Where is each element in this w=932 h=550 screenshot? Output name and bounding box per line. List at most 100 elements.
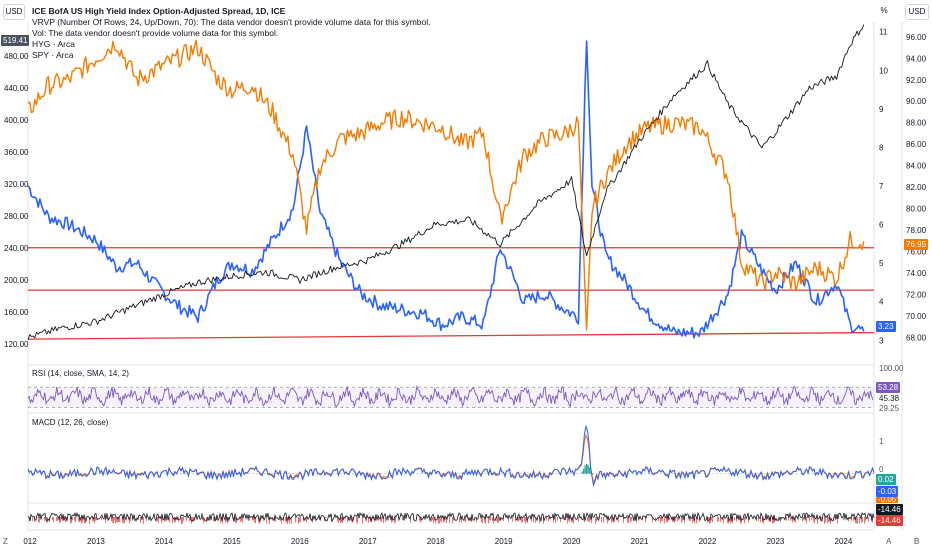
main-title[interactable]: ICE BofA US High Yield Index Option-Adju… [32, 6, 286, 16]
osc-bar [181, 517, 182, 524]
osc-bar [164, 517, 165, 523]
osc-bar [825, 517, 826, 523]
rsi-axis-top: 100.00 [879, 364, 904, 373]
osc-bar [689, 517, 690, 521]
osc-bar [718, 517, 719, 522]
osc-bar [300, 517, 301, 523]
osc-bar [101, 517, 102, 521]
osc-bar [553, 517, 554, 523]
price-axes: 480.00440.00400.00360.00320.00280.00240.… [4, 28, 927, 349]
hyg-last-price-tag: 76.95 [904, 239, 929, 250]
osc-bar [677, 517, 678, 522]
osc-bar [488, 517, 489, 524]
osc-bar [811, 517, 812, 521]
osc-bar [560, 517, 561, 522]
osc-bar [391, 517, 392, 523]
osc-bar [291, 517, 292, 524]
rsi-axis-bottom: 29.25 [879, 404, 900, 413]
time-axis: 012 2013 2014 2015 2016 2017 2018 2019 2020 2021 2… [23, 537, 853, 546]
osc-bar [595, 517, 596, 524]
osc-bar [115, 517, 116, 524]
macd-line-tag: -0.03 [876, 486, 899, 497]
osc-bar [868, 517, 869, 522]
rsi-legend[interactable]: RSI (14, close, SMA, 14, 2) [32, 369, 129, 378]
left-axis-tick-2: 400.00 [4, 116, 29, 125]
osc-bar [385, 517, 386, 523]
osc-bar [438, 517, 439, 524]
legend-spy[interactable]: SPY · Arca [32, 50, 74, 60]
osc-bar [220, 517, 221, 523]
macd-legend[interactable]: MACD (12, 26, close) [32, 418, 109, 427]
osc-bar [468, 517, 469, 521]
osc-bar [778, 517, 779, 521]
osc-bar [266, 517, 267, 524]
osc-bar [803, 517, 804, 521]
osc-bar [440, 517, 441, 522]
osc-bar [32, 517, 33, 522]
osc-bar [652, 517, 653, 523]
left-axis-tick-1: 440.00 [4, 84, 29, 93]
macd-histogram-bar [586, 463, 588, 474]
osc-bar [658, 517, 659, 521]
main-legend: ICE BofA US High Yield Index Option-Adju… [32, 6, 430, 61]
right-unit-button[interactable]: USD [905, 4, 929, 20]
osc-bar [113, 517, 114, 524]
series-hyg-line [27, 39, 865, 331]
osc-bar [82, 517, 83, 523]
osc-bar [661, 517, 662, 521]
osc-bar [299, 517, 300, 523]
right-axis-tick-6: 84.00 [906, 162, 927, 171]
osc-bar [476, 517, 477, 523]
legend-hyg[interactable]: HYG · Arca [32, 39, 75, 49]
pct-axis-tick-7: 4 [879, 298, 884, 307]
osc-bar [518, 517, 519, 521]
osc-bar [717, 517, 718, 522]
osc-bar [362, 517, 363, 524]
volume-plot [27, 511, 875, 524]
osc-bar [682, 517, 683, 521]
osc-bar [813, 517, 814, 522]
osc-bar [281, 517, 282, 524]
macd-signal-tag: -0.05 [876, 497, 899, 503]
osc-bar [454, 517, 455, 521]
rsi-value-tag: 53.28 [876, 382, 901, 393]
timezone-button[interactable]: Z [3, 537, 8, 546]
left-axis-tick-6: 240.00 [4, 244, 29, 253]
log-scale-button[interactable]: B [914, 537, 920, 546]
time-tick-5: 2017 [359, 537, 377, 546]
osc-bar [618, 517, 619, 523]
osc-bar [768, 517, 769, 521]
osc-bar [522, 517, 523, 523]
time-tick-8: 2020 [563, 537, 581, 546]
osc-bar [664, 517, 665, 524]
spy-last-price-tag: 519.41 [1, 35, 30, 46]
osc-bar [253, 517, 254, 521]
osc-bar [89, 517, 90, 524]
right-axis-tick-9: 78.00 [906, 226, 927, 235]
osc-bar [213, 517, 214, 522]
osc-bar [46, 517, 47, 523]
auto-scale-button[interactable]: A [886, 537, 892, 546]
legend-vol[interactable]: Vol: The data vendor doesn't provide vol… [32, 28, 279, 38]
osc-bar [449, 517, 450, 524]
osc-bar [446, 517, 447, 524]
osc-bar [122, 517, 123, 523]
osc-bar [596, 517, 597, 522]
time-tick-3: 2015 [223, 537, 241, 546]
osc-bar [515, 517, 516, 522]
osc-bar [711, 517, 712, 521]
left-axis-tick-7: 200.00 [4, 276, 29, 285]
osc-bar [588, 517, 589, 522]
osc-bar [52, 517, 53, 521]
osc-bar [623, 517, 624, 523]
osc-bar [655, 517, 656, 522]
osc-tag-b: -14.46 [876, 515, 903, 526]
osc-bar [772, 517, 773, 524]
osc-bar [272, 517, 273, 521]
left-unit-button[interactable]: USD [3, 4, 25, 20]
legend-vrvp[interactable]: VRVP (Number Of Rows, 24, Up/Down, 70): … [32, 17, 431, 27]
right-axis-tick-10: 76.00 [906, 247, 927, 256]
osc-bar [111, 517, 112, 521]
osc-bar [202, 517, 203, 521]
osc-bar [340, 517, 341, 523]
